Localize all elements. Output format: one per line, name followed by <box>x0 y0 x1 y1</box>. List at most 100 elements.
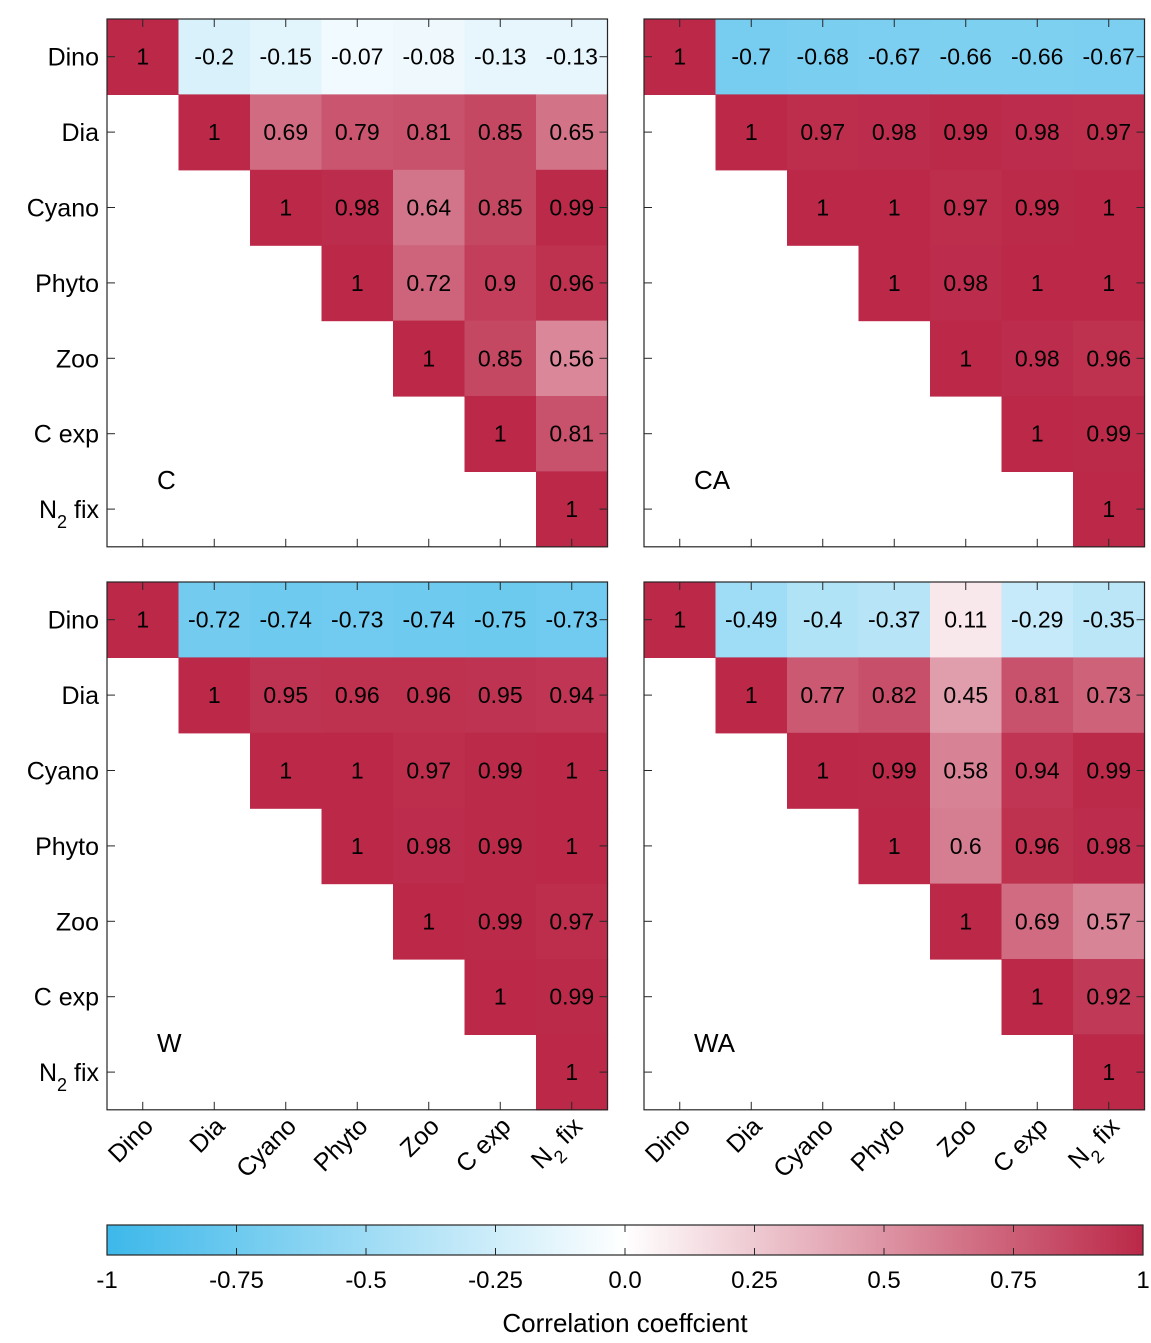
heatmap-cell <box>178 657 251 734</box>
x-tick-label: Dia <box>721 1112 767 1158</box>
cell-value-label: 0.92 <box>1086 984 1131 1010</box>
cell-value-label: 1 <box>745 682 758 708</box>
heatmap-cell <box>1073 657 1146 734</box>
cell-value-label: 1 <box>816 758 829 784</box>
heatmap-cell <box>393 808 466 885</box>
heatmap-cell <box>787 169 860 246</box>
heatmap-cell <box>536 471 609 548</box>
heatmap-cell <box>1001 883 1074 960</box>
heatmap-cell <box>930 808 1003 885</box>
cell-value-label: -0.15 <box>260 44 312 70</box>
cell-value-label: 0.96 <box>1086 345 1131 371</box>
cell-value-label: 0.99 <box>872 758 917 784</box>
x-tick-label: Dino <box>640 1112 696 1168</box>
heatmap-cell <box>321 582 394 658</box>
cell-value-label: -0.66 <box>1011 44 1063 70</box>
cell-value-label: 0.97 <box>549 908 594 934</box>
cell-value-label: 0.97 <box>406 758 451 784</box>
cell-value-label: -0.2 <box>194 44 234 70</box>
cell-value-label: 0.82 <box>872 682 917 708</box>
cell-value-label: 1 <box>279 758 292 784</box>
heatmap-panel-c: 1 -0.2 -0.15 -0.07 -0.08 -0.13 -0.13 1 0.69 0.79 0… <box>27 18 609 548</box>
cell-value-label: -0.13 <box>474 44 526 70</box>
heatmap-cell <box>715 657 788 734</box>
cell-value-label: 1 <box>888 833 901 859</box>
heatmap-cell <box>536 320 609 397</box>
heatmap-cell <box>536 396 609 472</box>
cell-value-label: 1 <box>816 195 829 221</box>
heatmap-cell <box>930 19 1003 95</box>
heatmap-cell <box>858 245 931 322</box>
heatmap-cell <box>464 657 537 734</box>
heatmap-cell <box>1073 1034 1146 1111</box>
cell-value-label: 1 <box>279 195 292 221</box>
heatmap-cell <box>644 19 717 95</box>
cell-value-label: 0.98 <box>335 195 380 221</box>
cell-value-label: 0.97 <box>800 119 845 145</box>
cell-value-label: 0.99 <box>478 908 523 934</box>
cell-value-label: 1 <box>959 908 972 934</box>
heatmap-cell <box>321 808 394 885</box>
cell-value-label: -0.74 <box>403 607 456 633</box>
cell-value-label: -0.37 <box>868 607 920 633</box>
heatmap-cell <box>321 245 394 322</box>
heatmap-cell <box>1001 169 1074 246</box>
heatmap-cell <box>107 582 180 658</box>
y-tick-label: Phyto <box>35 270 99 298</box>
cell-value-label: -0.67 <box>1083 44 1135 70</box>
heatmap-cell <box>464 396 537 472</box>
y-tick-label: C exp <box>34 984 99 1012</box>
x-tick-label: Zoo <box>932 1112 982 1162</box>
cell-value-label: -0.72 <box>188 607 240 633</box>
cell-value-label: 1 <box>208 119 221 145</box>
cell-value-label: 0.81 <box>406 119 451 145</box>
colorbar-tick-label: -0.5 <box>345 1267 386 1294</box>
colorbar-title: Correlation coeffcient <box>502 1308 748 1338</box>
heatmap-cell <box>1001 808 1074 885</box>
heatmap-cell <box>393 582 466 658</box>
heatmap-cell <box>464 245 537 322</box>
heatmap-panel-w: 1 -0.72 -0.74 -0.73 -0.74 -0.75 -0.73 1 0.95 0.96… <box>27 581 609 1183</box>
heatmap-cell <box>1073 94 1146 171</box>
cell-value-label: 1 <box>1031 421 1044 447</box>
heatmap-cell <box>464 883 537 960</box>
cell-value-label: 1 <box>565 833 578 859</box>
heatmap-cell <box>464 19 537 95</box>
cell-value-label: 0.94 <box>1015 758 1060 784</box>
y-tick-label: N2 fix <box>39 496 100 532</box>
heatmap-cell <box>250 657 323 734</box>
y-tick-label: Dino <box>48 44 99 72</box>
cell-value-label: 1 <box>422 908 435 934</box>
heatmap-cell <box>536 94 609 171</box>
cell-value-label: 0.72 <box>406 270 451 296</box>
heatmap-cell <box>787 19 860 95</box>
cell-value-label: 0.81 <box>549 421 594 447</box>
cell-value-label: 1 <box>888 195 901 221</box>
cell-value-label: 0.58 <box>943 758 988 784</box>
heatmap-cell <box>930 582 1003 658</box>
heatmap-cell <box>464 808 537 885</box>
y-tick-label: Dia <box>61 119 99 147</box>
panel-label: CA <box>694 465 731 495</box>
cell-value-label: 1 <box>565 1059 578 1085</box>
cell-value-label: -0.08 <box>403 44 455 70</box>
heatmap-cell <box>250 94 323 171</box>
panel-label: WA <box>694 1028 736 1058</box>
y-tick-label: Cyano <box>27 758 99 786</box>
heatmap-cell <box>1073 169 1146 246</box>
heatmap-cell <box>1073 883 1146 960</box>
cell-value-label: 1 <box>959 345 972 371</box>
cell-value-label: -0.73 <box>331 607 383 633</box>
x-tick-label: Cyano <box>231 1112 302 1183</box>
heatmap-cell <box>787 582 860 658</box>
heatmap-cell <box>250 19 323 95</box>
cell-value-label: 1 <box>1031 984 1044 1010</box>
cell-value-label: 1 <box>673 607 686 633</box>
cell-value-label: 0.98 <box>1015 345 1060 371</box>
cell-value-label: -0.07 <box>331 44 383 70</box>
cell-value-label: 0.96 <box>406 682 451 708</box>
heatmap-cell <box>536 732 609 809</box>
colorbar-tick-label: -1 <box>96 1267 117 1294</box>
x-tick-label: C exp <box>451 1112 517 1178</box>
x-tick-label: N2 fix <box>1063 1112 1131 1180</box>
